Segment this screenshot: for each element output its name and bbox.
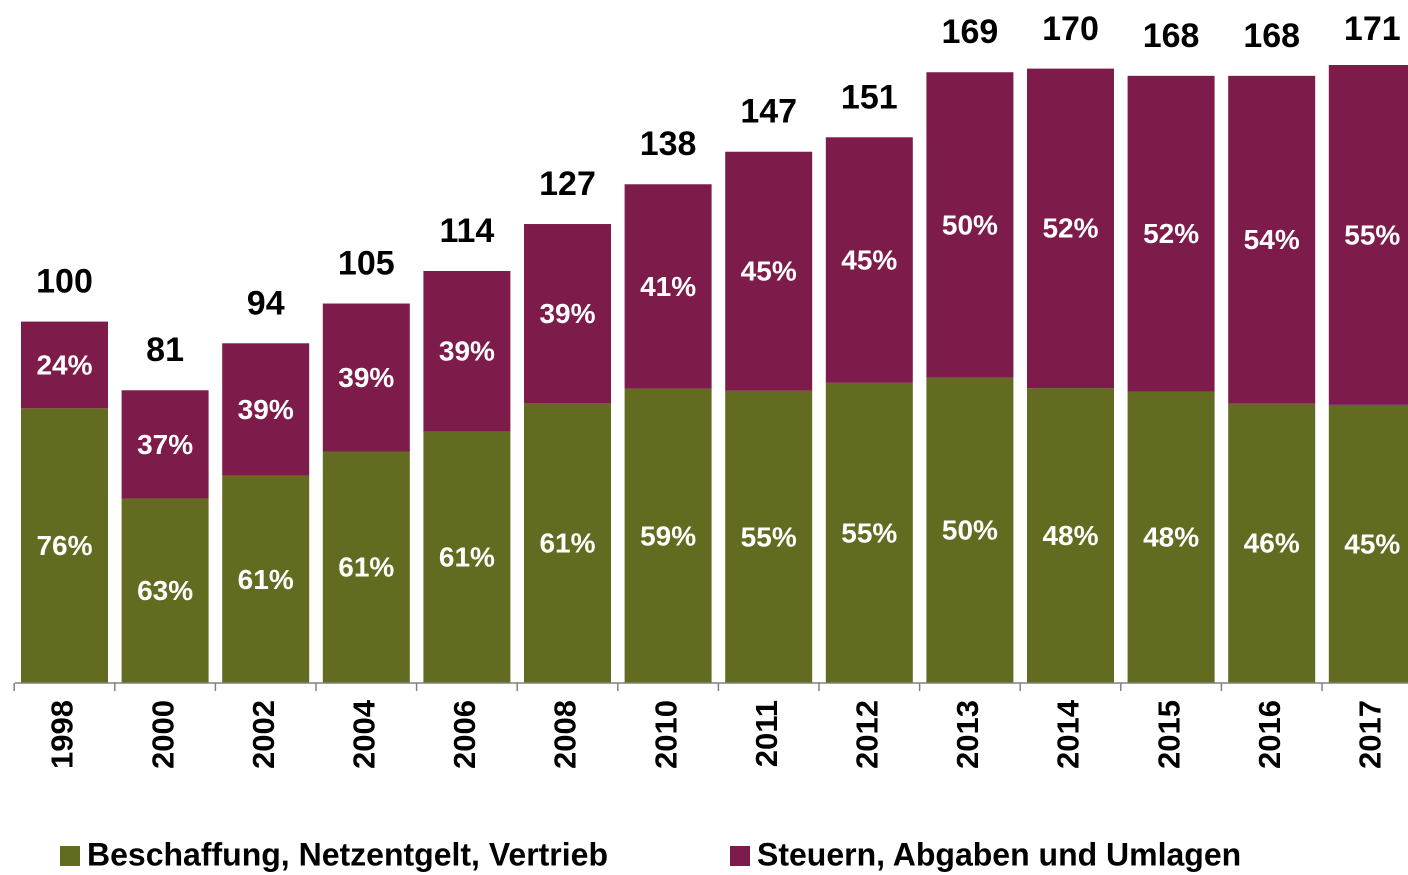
segment-label: 39% — [439, 336, 495, 367]
segment-label: 63% — [137, 575, 193, 606]
bar-segment — [624, 388, 712, 683]
segment-label: 41% — [640, 271, 696, 302]
x-tick-label: 2017 — [1352, 700, 1387, 769]
total-label: 94 — [247, 284, 285, 322]
x-tick-label: 2010 — [648, 700, 683, 769]
bar-segment — [423, 271, 511, 432]
x-tick-label: 2008 — [548, 700, 583, 769]
segment-label: 45% — [1344, 528, 1400, 559]
bar-segment — [1228, 403, 1316, 683]
bar-segment — [121, 390, 209, 499]
bar-segment — [1027, 388, 1114, 683]
bar-segment — [21, 408, 108, 683]
segment-label: 55% — [1344, 219, 1400, 250]
bar-segment — [825, 137, 913, 383]
x-tick-label: 2014 — [1051, 699, 1086, 769]
bar-segment — [222, 475, 310, 683]
x-tick-label: 2004 — [346, 699, 381, 769]
segment-label: 48% — [1143, 522, 1199, 553]
segment-label: 55% — [841, 517, 897, 548]
segment-label: 54% — [1244, 224, 1300, 255]
segment-label: 24% — [36, 349, 92, 380]
total-label: 105 — [338, 245, 395, 283]
bar-segment — [222, 343, 310, 476]
bar-segment — [624, 184, 712, 389]
total-label: 168 — [1143, 17, 1200, 55]
legend-swatch — [60, 846, 80, 866]
bar-segment — [322, 451, 410, 683]
bar-segment — [1228, 75, 1316, 404]
total-label: 114 — [439, 212, 494, 250]
segment-label: 50% — [942, 209, 998, 240]
bar-segment — [825, 382, 913, 683]
bar-segment — [1328, 65, 1408, 405]
x-tick-label: 2002 — [246, 700, 281, 769]
x-tick-label: 2000 — [145, 700, 180, 769]
legend-swatch — [730, 846, 750, 866]
x-tick-label: 1998 — [45, 700, 80, 769]
bar-segment — [121, 498, 209, 683]
x-tick-label: 2015 — [1151, 700, 1186, 769]
segment-label: 55% — [741, 521, 797, 552]
segment-label: 39% — [238, 394, 294, 425]
bar-segment — [21, 321, 108, 409]
total-label: 170 — [1042, 10, 1099, 48]
segment-label: 45% — [741, 256, 797, 287]
segment-label: 37% — [137, 429, 193, 460]
x-tick-label: 2016 — [1252, 700, 1287, 769]
legend-label: Beschaffung, Netzentgelt, Vertrieb — [87, 836, 608, 872]
bar-segment — [1127, 75, 1215, 392]
segment-label: 61% — [338, 552, 394, 583]
x-tick-label: 2012 — [849, 700, 884, 769]
total-label: 168 — [1243, 17, 1300, 55]
total-label: 100 — [36, 263, 93, 301]
segment-label: 45% — [841, 244, 897, 275]
total-label: 138 — [640, 125, 697, 163]
total-label: 151 — [841, 78, 898, 116]
segment-label: 52% — [1042, 213, 1098, 244]
bar-segment — [725, 151, 813, 391]
bar-segment — [524, 224, 611, 404]
segment-label: 39% — [338, 362, 394, 393]
segment-label: 50% — [942, 515, 998, 546]
segment-label: 61% — [439, 542, 495, 573]
segment-label: 76% — [36, 530, 92, 561]
total-label: 147 — [740, 93, 797, 131]
bar-segment — [926, 72, 1014, 378]
segment-label: 59% — [640, 520, 696, 551]
bar-segment — [1027, 68, 1114, 389]
x-tick-label: 2006 — [447, 700, 482, 769]
bar-segment — [725, 390, 813, 683]
segment-label: 39% — [539, 298, 595, 329]
segment-label: 46% — [1244, 528, 1300, 559]
segment-label: 61% — [238, 564, 294, 595]
bar-segment — [322, 303, 410, 452]
bar-segment — [423, 431, 511, 683]
x-tick-label: 2013 — [950, 700, 985, 769]
legend-label: Steuern, Abgaben und Umlagen — [757, 836, 1241, 872]
segment-label: 61% — [539, 527, 595, 558]
total-label: 169 — [942, 13, 999, 51]
bar-segment — [1328, 404, 1408, 683]
total-label: 127 — [539, 165, 596, 203]
x-tick-label: 2011 — [749, 700, 784, 767]
segment-label: 48% — [1042, 520, 1098, 551]
bar-segment — [524, 403, 611, 683]
bar-segment — [1127, 391, 1215, 683]
total-label: 81 — [146, 331, 184, 369]
total-label: 171 — [1344, 10, 1401, 48]
segment-label: 52% — [1143, 218, 1199, 249]
bar-segment — [926, 377, 1014, 683]
